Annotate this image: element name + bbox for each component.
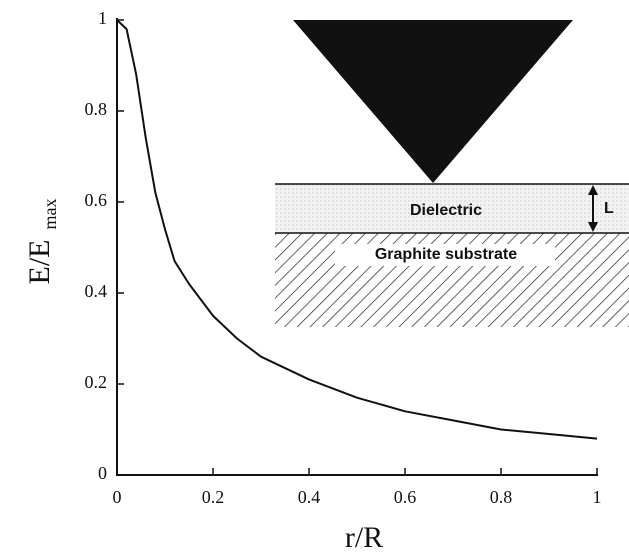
y-axis-label-subscript: max bbox=[40, 199, 60, 230]
data-line bbox=[116, 19, 598, 440]
y-axis-label: E/E bbox=[23, 240, 56, 285]
label-bg bbox=[335, 244, 555, 266]
tip bbox=[293, 20, 573, 183]
x-tick-label: 0.4 bbox=[298, 487, 321, 507]
x-tick-label: 1 bbox=[593, 487, 602, 507]
y-tick-label: 0.4 bbox=[85, 281, 108, 301]
x-tick-label: 0 bbox=[113, 487, 122, 507]
dielectric-label: Dielectric bbox=[410, 202, 482, 219]
y-tick-label: 0 bbox=[98, 463, 107, 483]
arrow-head bbox=[588, 185, 598, 195]
y-axis-title: E/E max bbox=[23, 199, 60, 285]
inset-diagram: Dielectric Graphite substrate L bbox=[275, 20, 629, 327]
x-tick-label: 0.2 bbox=[202, 487, 225, 507]
arrow-head bbox=[588, 222, 598, 232]
x-axis-label: r/R bbox=[345, 521, 383, 554]
y-tick-label: 0.8 bbox=[85, 99, 108, 119]
x-tick-label: 0.8 bbox=[490, 487, 513, 507]
thickness-label: L bbox=[604, 200, 614, 217]
y-tick-label: 0.6 bbox=[85, 190, 108, 210]
y-tick-label: 0.2 bbox=[85, 372, 108, 392]
y-tick-label: 1 bbox=[98, 8, 107, 28]
x-tick-label: 0.6 bbox=[394, 487, 417, 507]
dielectric-layer bbox=[275, 184, 629, 233]
substrate-label: Graphite substrate bbox=[375, 246, 517, 263]
